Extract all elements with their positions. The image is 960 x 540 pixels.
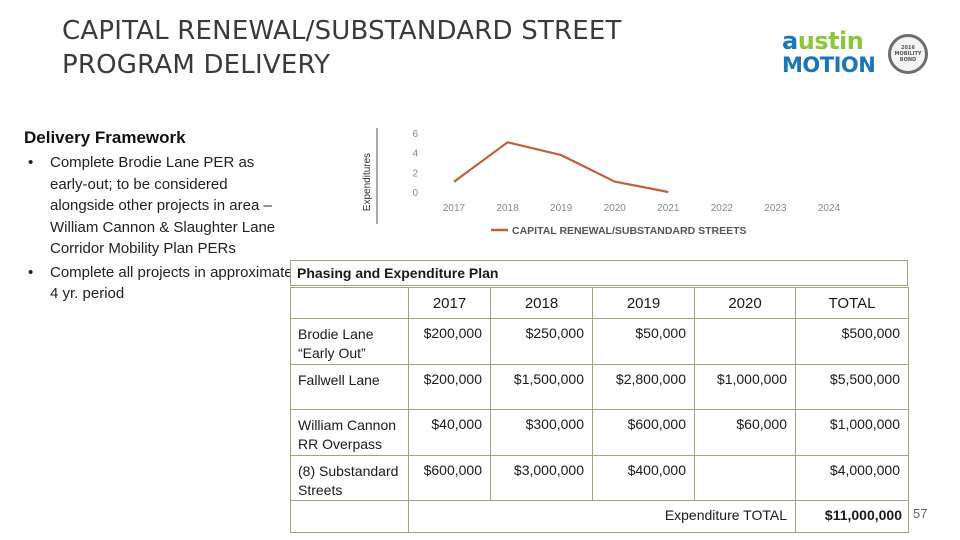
delivery-framework-heading: Delivery Framework <box>24 128 186 147</box>
delivery-framework-list: • Complete Brodie Lane PER as early-out; … <box>24 152 294 307</box>
value-2017: $40,000 <box>408 409 491 456</box>
value-2018: $1,500,000 <box>490 364 593 410</box>
page-title-line2: PROGRAM DELIVERY <box>62 50 331 80</box>
table-header-cell: 2017 <box>408 287 491 319</box>
chart-y-axis-label: Expenditures <box>362 153 373 211</box>
table-header-row: 2017 2018 2019 2020 TOTAL <box>290 287 909 319</box>
chart-x-tick-label: 2017 <box>443 203 466 214</box>
value-2020 <box>694 455 796 501</box>
seal-bond: BOND <box>899 57 917 63</box>
value-2017: $200,000 <box>408 318 491 365</box>
project-name: Fallwell Lane <box>290 364 409 410</box>
bullet-text: Complete Brodie Lane PER as early-out; t… <box>50 154 276 257</box>
value-2020 <box>694 318 796 365</box>
project-name: (8) Substandard Streets <box>290 455 409 501</box>
chart-y-tick-label: 2 <box>412 168 418 179</box>
logo-austin-text: austin <box>782 27 864 55</box>
page-title-line1: CAPITAL RENEWAL/SUBSTANDARD STREET <box>62 16 622 46</box>
chart-y-tick-label: 4 <box>412 149 418 160</box>
value-2020: $1,000,000 <box>694 364 796 410</box>
value-2018: $300,000 <box>490 409 593 456</box>
value-2017: $600,000 <box>408 455 491 501</box>
list-item: • Complete Brodie Lane PER as early-out; … <box>24 152 294 260</box>
value-2020: $60,000 <box>694 409 796 456</box>
plan-title: Phasing and Expenditure Plan <box>290 260 908 286</box>
chart-x-tick-label: 2019 <box>550 203 573 214</box>
value-2019: $600,000 <box>592 409 695 456</box>
table-header-cell <box>290 287 409 319</box>
austin-motion-logo: austin MOTION 2016 MOBILITY BOND <box>782 28 932 82</box>
chart-x-tick-label: 2023 <box>764 203 787 214</box>
chart-x-tick-label: 2018 <box>496 203 519 214</box>
expenditure-table: 2017 2018 2019 2020 TOTAL Brodie Lane “E… <box>290 287 909 533</box>
expenditure-total-label: Expenditure TOTAL <box>408 500 796 533</box>
footer-empty-cell <box>290 500 409 533</box>
value-total: $4,000,000 <box>795 455 909 501</box>
value-2018: $250,000 <box>490 318 593 365</box>
chart-x-tick-label: 2020 <box>604 203 627 214</box>
chart-y-tick-label: 6 <box>412 129 418 140</box>
value-2019: $50,000 <box>592 318 695 365</box>
value-2018: $3,000,000 <box>490 455 593 501</box>
expenditure-total-value: $11,000,000 <box>795 500 909 533</box>
project-name: William Cannon RR Overpass <box>290 409 409 456</box>
chart-x-tick-label: 2022 <box>711 203 734 214</box>
value-2019: $2,800,000 <box>592 364 695 410</box>
table-header-cell: TOTAL <box>795 287 909 319</box>
table-row: William Cannon RR Overpass $40,000 $300,… <box>290 409 909 456</box>
table-footer-row: Expenditure TOTAL $11,000,000 <box>290 500 909 533</box>
expenditure-line-chart: Expenditures 0 2 4 6 2017 2018 2019 2020 2021 20… <box>362 128 841 237</box>
seal-year: 2016 <box>901 45 915 51</box>
value-total: $5,500,000 <box>795 364 909 410</box>
value-total: $500,000 <box>795 318 909 365</box>
chart-x-tick-label: 2024 <box>818 203 841 214</box>
value-total: $1,000,000 <box>795 409 909 456</box>
value-2019: $400,000 <box>592 455 695 501</box>
bullet-icon: • <box>28 154 34 171</box>
table-header-cell: 2020 <box>694 287 796 319</box>
table-row: Brodie Lane “Early Out” $200,000 $250,00… <box>290 318 909 365</box>
chart-y-tick-label: 0 <box>412 188 418 199</box>
page-number: 57 <box>913 506 928 521</box>
table-header-cell: 2018 <box>490 287 593 319</box>
value-2017: $200,000 <box>408 364 491 410</box>
mobility-bond-seal: 2016 MOBILITY BOND <box>888 34 928 74</box>
bullet-icon: • <box>28 263 34 281</box>
chart-x-tick-label: 2021 <box>657 203 680 214</box>
table-header-cell: 2019 <box>592 287 695 319</box>
chart-legend-label: CAPITAL RENEWAL/SUBSTANDARD STREETS <box>512 225 747 237</box>
table-row: Fallwell Lane $200,000 $1,500,000 $2,800… <box>290 364 909 410</box>
list-item: • Complete all projects in approximate 4 … <box>24 262 294 305</box>
bullet-text: Complete all projects in approximate 4 y… <box>50 263 293 303</box>
project-name: Brodie Lane “Early Out” <box>290 318 409 365</box>
chart-series-line <box>453 141 669 194</box>
page-title: CAPITAL RENEWAL/SUBSTANDARD STREET PROGR… <box>62 14 702 82</box>
table-row: (8) Substandard Streets $600,000 $3,000,… <box>290 455 909 501</box>
logo-motion-text: MOTION <box>782 53 876 77</box>
seal-mobility: MOBILITY <box>894 51 922 57</box>
